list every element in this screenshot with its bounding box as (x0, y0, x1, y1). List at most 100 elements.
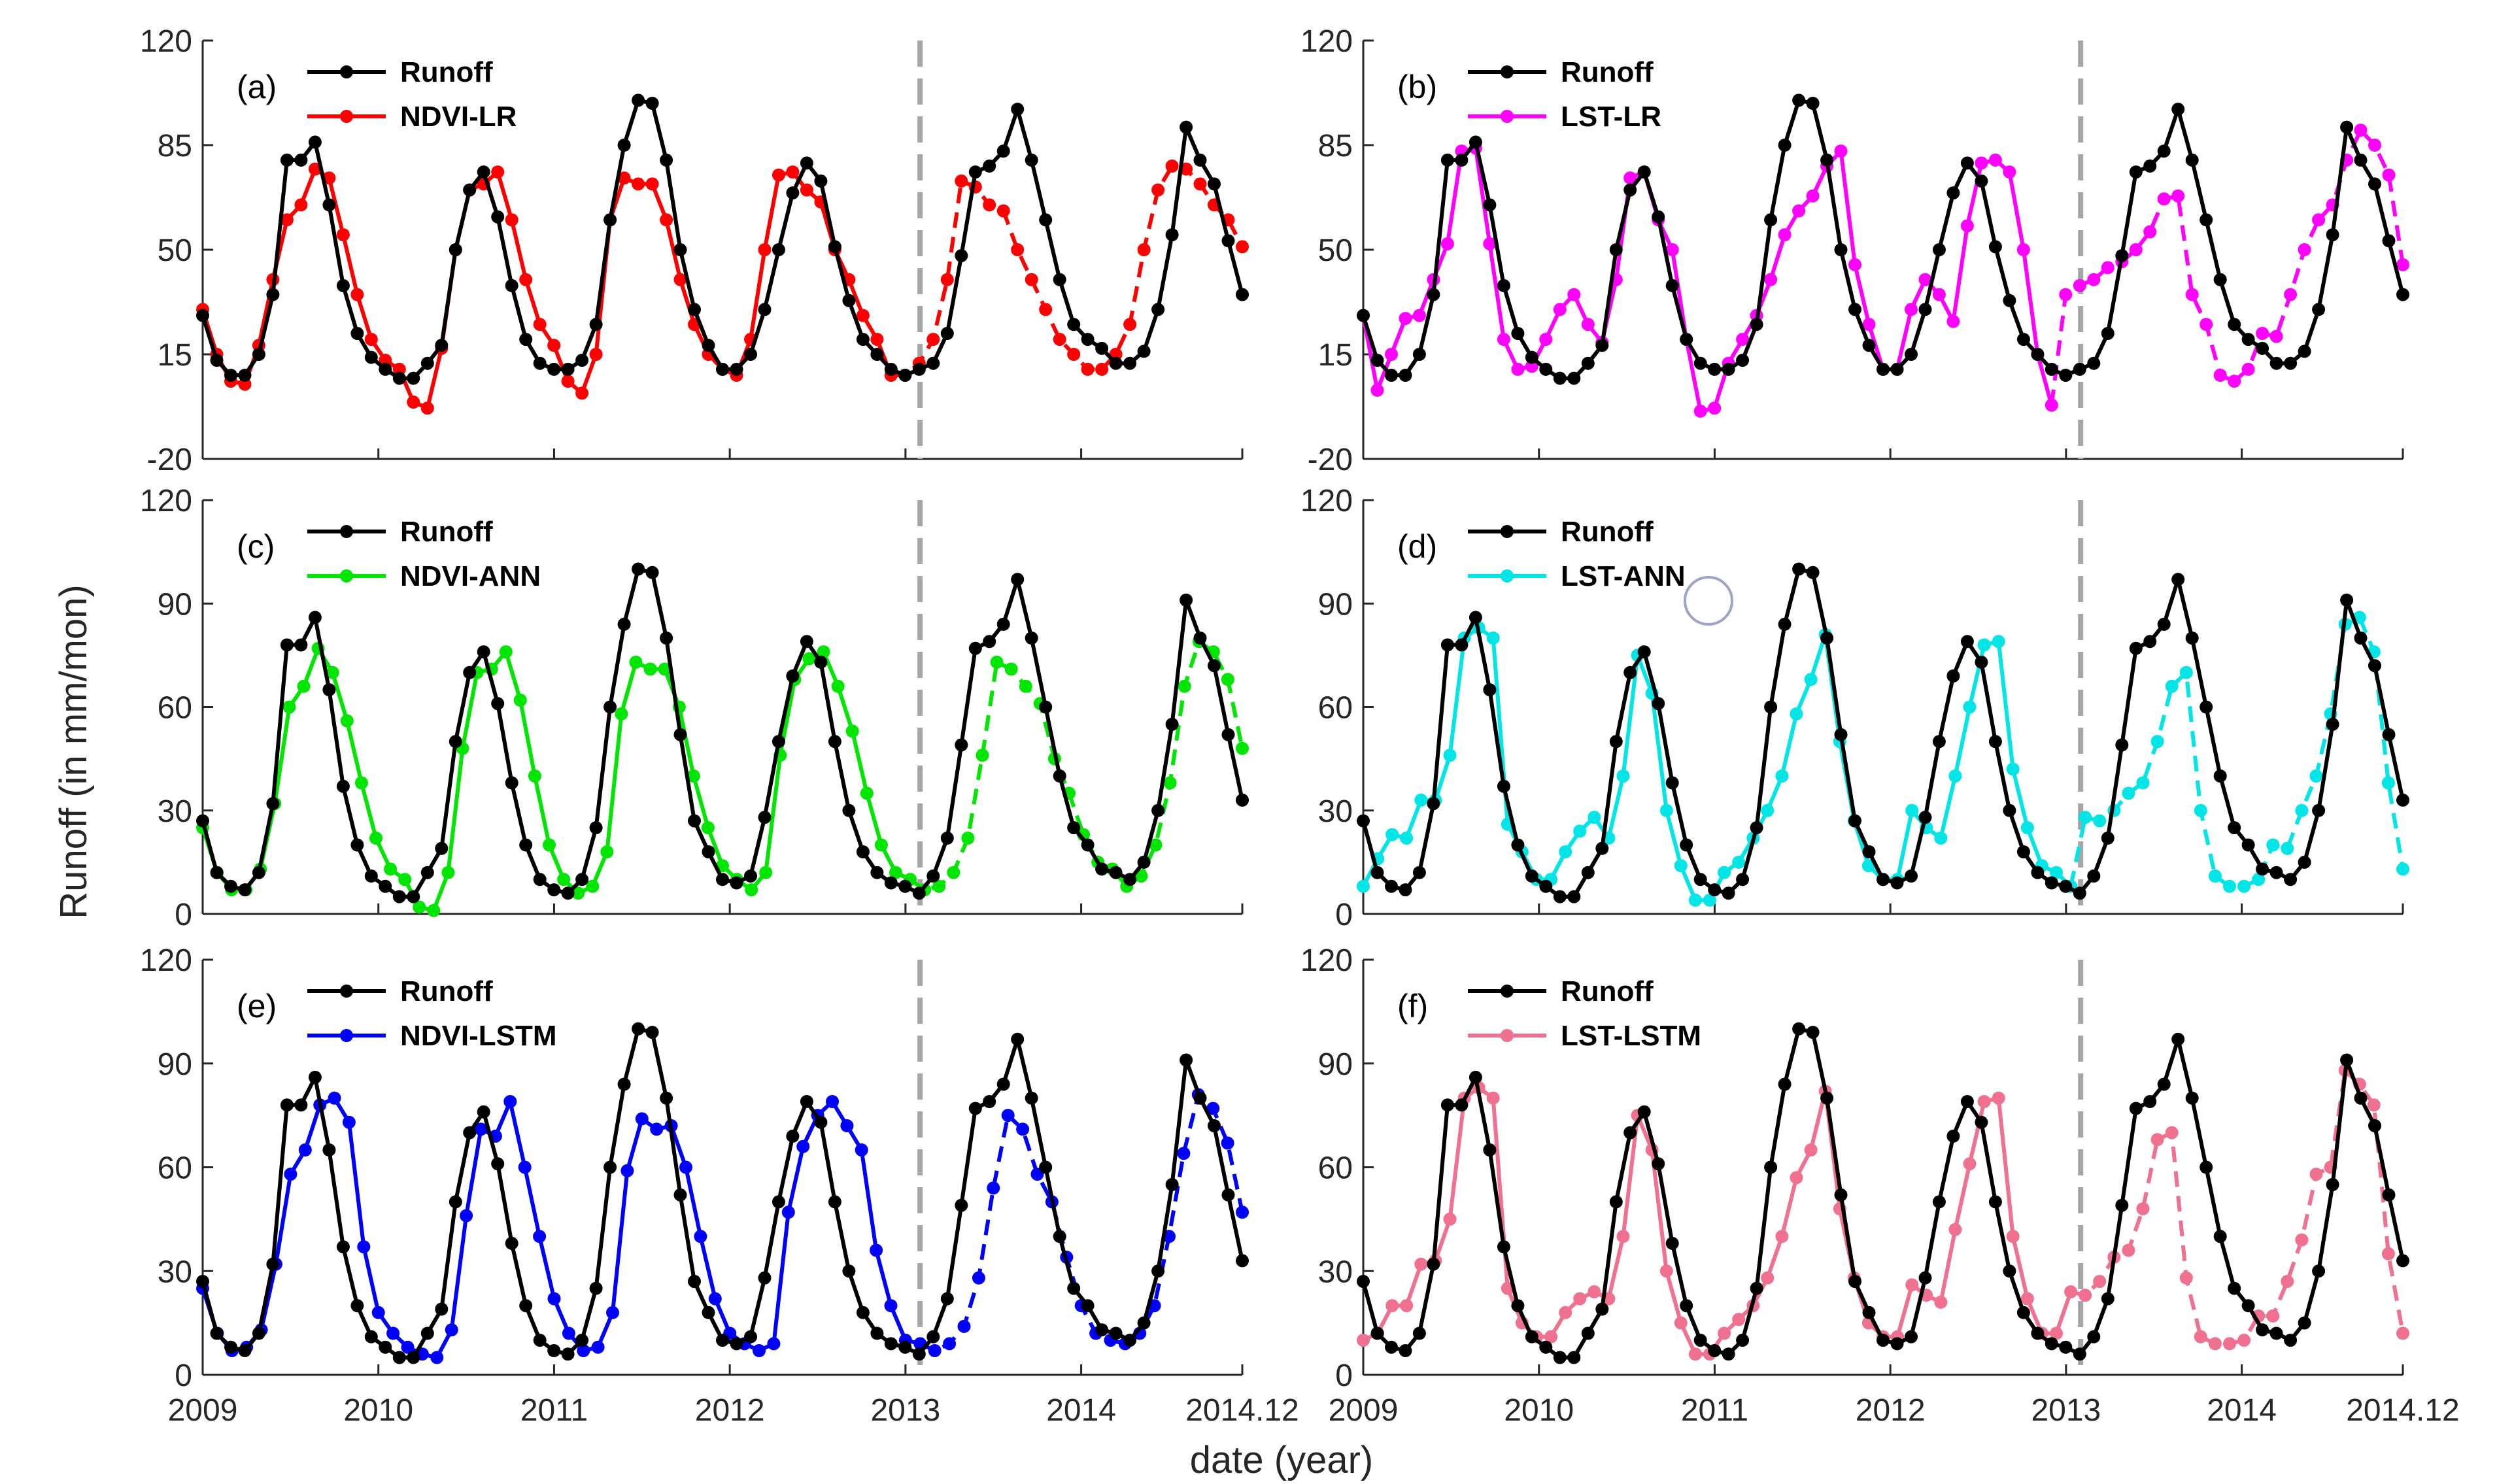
data-point-lst-lstm (1443, 1212, 1457, 1226)
data-point-runoff (1137, 1316, 1151, 1330)
data-point-runoff (1806, 1026, 1820, 1039)
data-point-runoff (1011, 103, 1025, 116)
data-point-runoff (1877, 1334, 1890, 1347)
data-point-ndvi-lr (660, 213, 673, 227)
legend[interactable]: Runoff LST-LSTM (1468, 975, 1701, 1052)
data-point-runoff (1764, 700, 1778, 714)
data-point-runoff (2016, 845, 2030, 858)
data-point-runoff (1567, 371, 1581, 385)
series-line-dashed-ndvi-lstm (919, 1090, 1244, 1353)
data-point-runoff (2157, 1077, 2171, 1091)
data-point-lst-lr (1511, 362, 1525, 376)
data-point-runoff (2185, 632, 2199, 645)
legend[interactable]: Runoff LST-ANN (1468, 516, 1686, 592)
data-point-runoff (1553, 371, 1567, 385)
panel-label: (b) (1397, 69, 1437, 105)
data-point-lst-lr (2073, 278, 2086, 292)
data-point-lst-ann (1977, 638, 1991, 652)
data-point-runoff (1722, 886, 1735, 900)
data-point-lst-lstm (1674, 1316, 1688, 1330)
data-point-lst-lr (2396, 258, 2409, 271)
data-point-lst-lr (1399, 312, 1412, 326)
data-point-runoff (2157, 617, 2171, 631)
data-point-runoff (1483, 198, 1497, 212)
data-point-runoff (435, 339, 449, 352)
data-point-runoff (2340, 594, 2354, 607)
legend-label: LST-LSTM (1561, 1020, 1701, 1052)
data-point-ndvi-lr (547, 339, 561, 352)
data-point-ndvi-lr (364, 333, 378, 346)
data-point-runoff (224, 879, 237, 893)
x-tick-label: 2011 (520, 1393, 588, 1428)
data-point-lst-ann (2194, 803, 2207, 817)
data-point-ndvi-lr (308, 162, 322, 176)
data-point-runoff (435, 841, 449, 855)
series-ndvi-lr (196, 160, 1249, 415)
data-point-runoff (814, 174, 828, 188)
data-point-runoff (1137, 345, 1151, 358)
data-point-runoff (814, 655, 828, 669)
data-point-runoff (1792, 562, 1806, 576)
data-point-ndvi-lr (1095, 362, 1109, 376)
data-point-runoff (1193, 632, 1207, 645)
data-point-ndvi-lr (575, 386, 589, 400)
data-point-runoff (1567, 890, 1581, 903)
legend[interactable]: Runoff LST-LR (1468, 56, 1661, 133)
data-point-runoff (1193, 153, 1207, 167)
data-point-ndvi-lstm (650, 1122, 664, 1136)
data-point-lst-lr (1567, 288, 1581, 301)
legend-swatch-marker (1501, 569, 1514, 582)
data-point-lst-lstm (2367, 1098, 2381, 1112)
data-point-runoff (1848, 303, 1861, 316)
data-point-ndvi-lstm (1236, 1206, 1249, 1219)
data-point-ndvi-lstm (855, 1143, 868, 1156)
data-point-ndvi-lstm (357, 1240, 371, 1254)
data-point-runoff (1820, 632, 1834, 645)
data-point-lst-ann (2079, 811, 2092, 824)
data-point-lst-lstm (2165, 1126, 2179, 1139)
data-point-lst-lr (2045, 398, 2058, 412)
data-point-runoff (2185, 1091, 2199, 1105)
panel-label: (e) (237, 988, 277, 1024)
data-point-runoff (252, 866, 265, 879)
data-point-runoff (1483, 1143, 1497, 1156)
data-point-runoff (688, 303, 701, 316)
data-point-runoff (1427, 1257, 1440, 1271)
data-point-runoff (266, 288, 280, 301)
data-point-runoff (730, 362, 743, 376)
data-point-runoff (280, 638, 294, 652)
data-point-ndvi-ann (441, 866, 455, 879)
data-point-lst-lstm (1732, 1313, 1746, 1326)
data-point-runoff (477, 1105, 490, 1119)
legend[interactable]: Runoff NDVI-LSTM (307, 975, 557, 1052)
data-point-runoff (1890, 362, 1904, 376)
data-point-runoff (688, 814, 701, 828)
y-tick-label: 85 (158, 129, 192, 163)
data-point-lst-lstm (2079, 1289, 2092, 1302)
data-point-runoff (533, 1334, 547, 1347)
data-point-runoff (280, 153, 294, 167)
legend[interactable]: Runoff NDVI-LR (307, 56, 517, 133)
data-point-lst-lr (1497, 333, 1510, 346)
y-tick-label: 30 (158, 1255, 192, 1289)
data-point-lst-lstm (1977, 1095, 1991, 1108)
legend[interactable]: Runoff NDVI-ANN (307, 516, 541, 592)
data-point-runoff (603, 700, 617, 714)
chart-panel-4: 0 30 60 90 120 (d) Runoff LST-ANN (1300, 484, 2409, 932)
data-point-runoff (1455, 153, 1469, 167)
y-tick-label: 0 (1335, 898, 1353, 932)
data-point-runoff (1497, 779, 1510, 793)
data-point-runoff (828, 735, 841, 749)
data-point-runoff (1081, 1299, 1095, 1313)
data-point-runoff (912, 362, 926, 376)
data-point-runoff (238, 883, 252, 897)
y-tick-label: 15 (158, 338, 192, 373)
data-point-ndvi-lr (1081, 362, 1095, 376)
data-point-runoff (210, 354, 224, 367)
data-point-runoff (561, 1347, 575, 1361)
y-tick-label: 60 (158, 691, 192, 726)
data-point-lst-ann (2237, 879, 2251, 893)
data-point-runoff (210, 1326, 224, 1340)
data-point-lst-ann (2223, 879, 2236, 893)
data-point-ndvi-lstm (371, 1306, 385, 1319)
